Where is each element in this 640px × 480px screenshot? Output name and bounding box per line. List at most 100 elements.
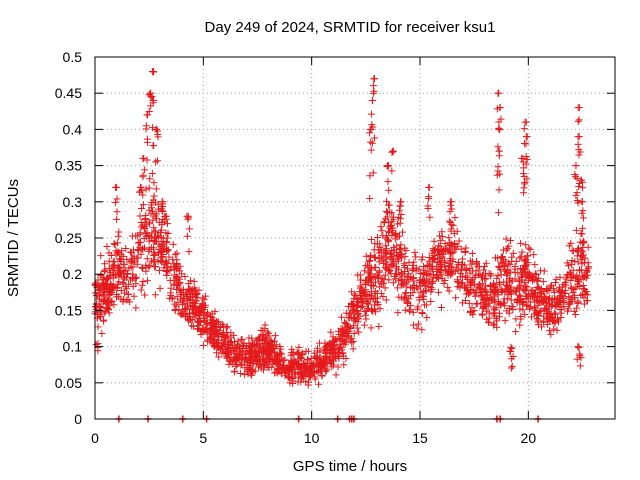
data-point [104, 298, 112, 306]
data-point [496, 170, 504, 178]
data-point [114, 248, 122, 256]
data-point [474, 263, 482, 271]
data-point [327, 328, 335, 336]
data-point [574, 298, 582, 306]
data-point [419, 287, 427, 295]
data-point [139, 171, 147, 179]
data-point [185, 280, 193, 288]
data-point [150, 142, 158, 150]
data-point [142, 211, 150, 219]
data-point [215, 353, 223, 361]
data-point [438, 228, 446, 236]
data-point [99, 276, 107, 284]
data-point [512, 257, 520, 265]
data-point [231, 338, 239, 346]
data-point [129, 282, 137, 290]
data-point [378, 227, 386, 235]
data-point [542, 305, 550, 313]
data-point [339, 349, 347, 357]
data-point [197, 304, 205, 312]
data-point [575, 282, 583, 290]
data-point [172, 302, 180, 310]
data-point [260, 359, 268, 367]
data-point [541, 293, 549, 301]
data-point [364, 298, 372, 306]
data-point [148, 67, 156, 75]
data-point [521, 256, 529, 264]
data-point [137, 250, 145, 258]
data-point [176, 310, 184, 318]
data-point [465, 299, 473, 307]
data-point [372, 278, 380, 286]
data-point [503, 295, 511, 303]
data-point [524, 301, 532, 309]
data-point [305, 378, 313, 386]
data-point [98, 279, 106, 287]
data-point [163, 239, 171, 247]
data-point [520, 164, 528, 172]
data-point [572, 226, 580, 234]
data-point [128, 257, 136, 265]
data-point [521, 264, 529, 272]
data-point [246, 354, 254, 362]
data-point [387, 254, 395, 262]
data-point [401, 253, 409, 261]
data-point [437, 304, 445, 312]
data-point [151, 212, 159, 220]
data-point [470, 274, 478, 282]
data-point [558, 288, 566, 296]
data-point [507, 237, 515, 245]
data-point [356, 288, 364, 296]
data-point [426, 213, 434, 221]
data-point [288, 345, 296, 353]
data-point [181, 273, 189, 281]
data-point [357, 295, 365, 303]
data-point [462, 296, 470, 304]
data-point [384, 178, 392, 186]
data-point [535, 284, 543, 292]
data-point [146, 89, 154, 97]
data-point [94, 323, 102, 331]
data-point [449, 221, 457, 229]
data-point [118, 247, 126, 255]
x-tick-labels: 0 5 10 15 20 [91, 430, 536, 446]
data-point [329, 337, 337, 345]
data-point [152, 263, 160, 271]
data-point [546, 283, 554, 291]
data-point [374, 301, 382, 309]
data-point [350, 295, 358, 303]
data-point [497, 271, 505, 279]
data-point [363, 299, 371, 307]
data-point [396, 219, 404, 227]
data-point [429, 271, 437, 279]
data-point [152, 185, 160, 193]
data-point [353, 301, 361, 309]
data-point [367, 138, 375, 146]
data-point [143, 229, 151, 237]
data-point [482, 282, 490, 290]
data-point [547, 330, 555, 338]
data-point [569, 289, 577, 297]
data-point [110, 270, 118, 278]
data-point [384, 218, 392, 226]
data-point [103, 304, 111, 312]
data-point [110, 240, 118, 248]
data-point [262, 340, 270, 348]
data-point [115, 228, 123, 236]
data-point [373, 234, 381, 242]
data-point [402, 289, 410, 297]
data-point [555, 300, 563, 308]
data-point [380, 218, 388, 226]
data-point [213, 349, 221, 357]
data-point [306, 359, 314, 367]
data-point [211, 308, 219, 316]
data-point [367, 324, 375, 332]
data-point [220, 328, 228, 336]
data-point [323, 349, 331, 357]
data-point [508, 302, 516, 310]
data-point [466, 307, 474, 315]
data-point [383, 197, 391, 205]
data-point [423, 314, 431, 322]
data-point [158, 206, 166, 214]
data-point [458, 273, 466, 281]
